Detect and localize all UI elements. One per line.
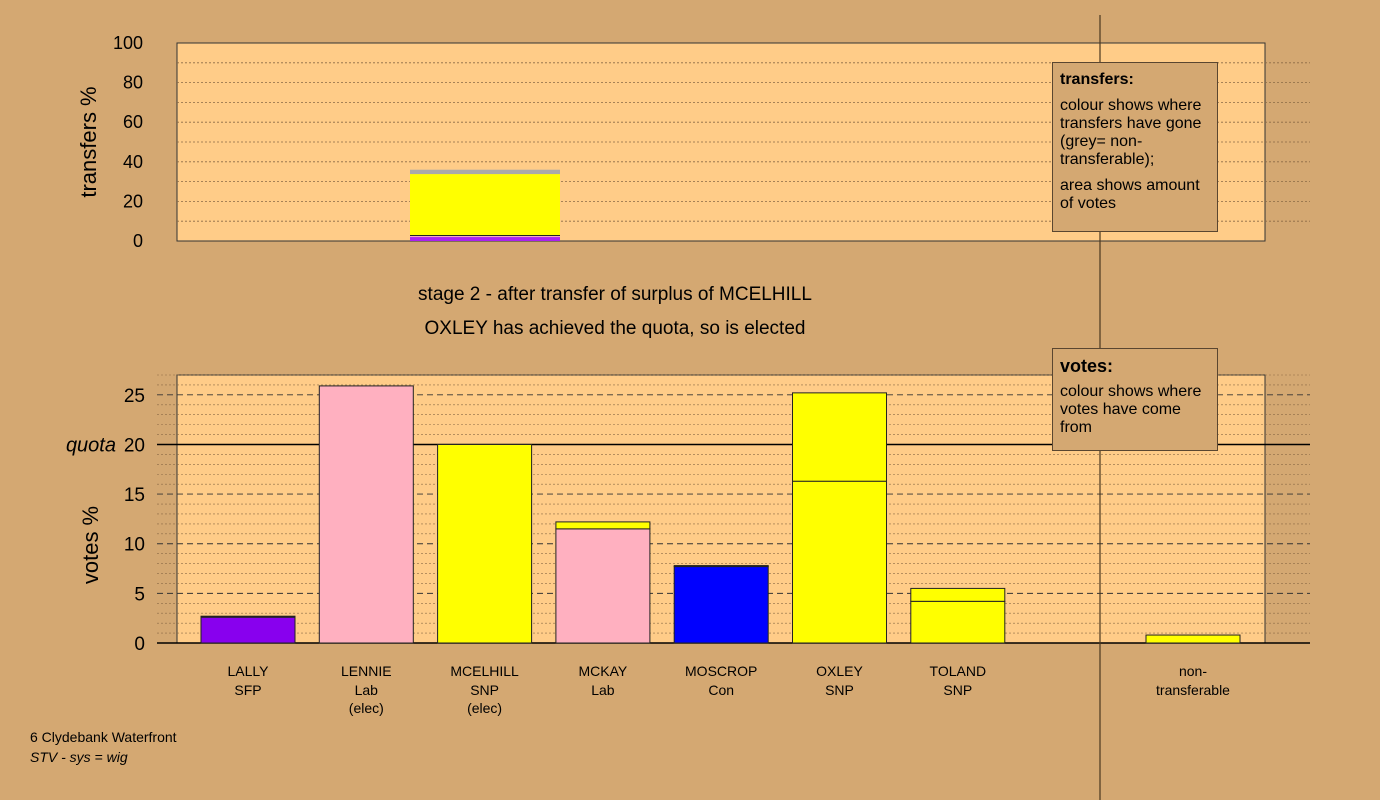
nontransferable-label-2: transferable (1156, 682, 1230, 698)
ward-label: 6 Clydebank Waterfront (30, 729, 177, 745)
candidate-party-label: SNP (943, 682, 972, 698)
transfers-y-tick: 0 (133, 231, 143, 251)
vote-bar-segment (910, 600, 1006, 644)
nontransferable-bar (1145, 634, 1241, 644)
candidate-party-label: Lab (591, 682, 615, 698)
transfers-y-tick: 40 (123, 152, 143, 172)
nontransferable-label-1: non- (1179, 663, 1207, 679)
transfers-y-tick: 20 (123, 191, 143, 211)
candidate-party-label: SNP (825, 682, 854, 698)
vote-bar-segment (792, 392, 887, 482)
transfer-bar-segment (410, 169, 560, 175)
votes-y-tick: 15 (124, 485, 145, 506)
candidate-name-label: MOSCROP (685, 663, 757, 679)
candidate-name-label: TOLAND (930, 663, 987, 679)
candidate-party-label: Con (708, 682, 734, 698)
transfers-y-label: transfers % (76, 86, 101, 197)
transfers-legend-line-2: area shows amount of votes (1060, 177, 1200, 212)
transfers-y-tick: 60 (123, 112, 143, 132)
votes-y-tick: 5 (134, 584, 145, 605)
votes-y-tick: 20 (124, 435, 145, 456)
system-label: STV - sys = wig (30, 749, 128, 765)
vote-bar-segment (910, 587, 1006, 602)
transfers-y-tick: 100 (113, 33, 143, 53)
transfer-bar-segment (410, 174, 560, 236)
vote-bar-segment (792, 480, 887, 644)
candidate-party-label: SNP (470, 682, 499, 698)
quota-label: quota (66, 434, 116, 456)
votes-y-label: votes % (78, 506, 103, 584)
candidate-party-label: SFP (234, 682, 261, 698)
votes-y-tick: 25 (124, 386, 145, 407)
votes-legend-title: votes: (1060, 356, 1114, 376)
votes-y-tick: 10 (124, 535, 145, 556)
vote-bar-segment (673, 566, 769, 644)
stage-caption: stage 2 - after transfer of surplus of M… (418, 284, 812, 305)
vote-bar-segment (555, 521, 651, 530)
transfers-y-tick: 80 (123, 73, 143, 93)
candidate-status-label: (elec) (349, 700, 384, 716)
votes-y-tick: 0 (134, 634, 145, 655)
vote-bar-segment (200, 616, 296, 644)
transfers-legend-title: transfers: (1060, 71, 1134, 88)
votes-legend: votes: colour shows where votes have com… (1052, 348, 1218, 451)
vote-bar-segment (318, 385, 414, 644)
candidate-name-label: MCELHILL (450, 663, 519, 679)
vote-bar-segment (673, 565, 769, 568)
transfers-legend-line-1: colour shows where transfers have gone (… (1060, 97, 1202, 168)
transfer-bar-segment (410, 236, 560, 238)
candidate-name-label: OXLEY (816, 663, 863, 679)
candidate-party-label: Lab (355, 682, 379, 698)
transfers-legend: transfers: colour shows where transfers … (1052, 62, 1218, 232)
vote-bar-segment (555, 528, 651, 644)
vote-bar-segment (200, 615, 296, 618)
candidate-status-label: (elec) (467, 700, 502, 716)
transfer-bar-segment (410, 237, 560, 241)
candidate-name-label: LENNIE (341, 663, 392, 679)
votes-legend-line-1: colour shows where votes have come from (1060, 383, 1202, 436)
vote-bar-segment (437, 443, 533, 644)
elected-caption: OXLEY has achieved the quota, so is elec… (424, 318, 806, 339)
candidate-name-label: LALLY (228, 663, 270, 679)
candidate-name-label: MCKAY (579, 663, 628, 679)
